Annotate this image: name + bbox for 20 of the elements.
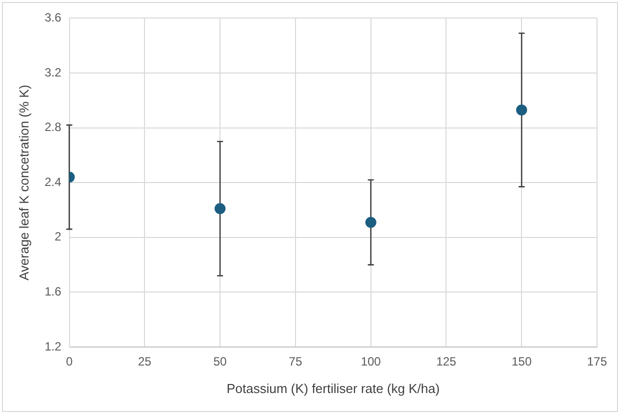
y-tick-label: 3.2 bbox=[44, 65, 62, 80]
x-tick-label: 75 bbox=[288, 354, 302, 369]
x-tick-label: 100 bbox=[360, 354, 382, 369]
y-tick-label: 2 bbox=[54, 230, 62, 244]
x-tick-label: 150 bbox=[512, 354, 532, 369]
point bbox=[214, 203, 226, 214]
point bbox=[365, 216, 376, 228]
x-tick-label: 175 bbox=[586, 354, 608, 369]
y-tick-label: 2.8 bbox=[44, 120, 62, 134]
y-tick-label: 1.2 bbox=[44, 339, 62, 354]
y-tick-label: 2.4 bbox=[44, 174, 62, 189]
point bbox=[516, 104, 528, 116]
x-tick-label: 0 bbox=[66, 354, 73, 369]
x-tick-label: 50 bbox=[213, 354, 228, 369]
y-axis-title: Average leaf K concetration (% K) bbox=[16, 84, 32, 280]
y-tick-label: 3.6 bbox=[44, 10, 62, 25]
y-tick-label: 1.6 bbox=[44, 284, 62, 299]
x-tick-label: 125 bbox=[436, 354, 457, 369]
x-tick-label: 25 bbox=[138, 354, 152, 369]
x-axis-title: Potassium (K) fertiliser rate (kg K/ha) bbox=[226, 380, 440, 396]
